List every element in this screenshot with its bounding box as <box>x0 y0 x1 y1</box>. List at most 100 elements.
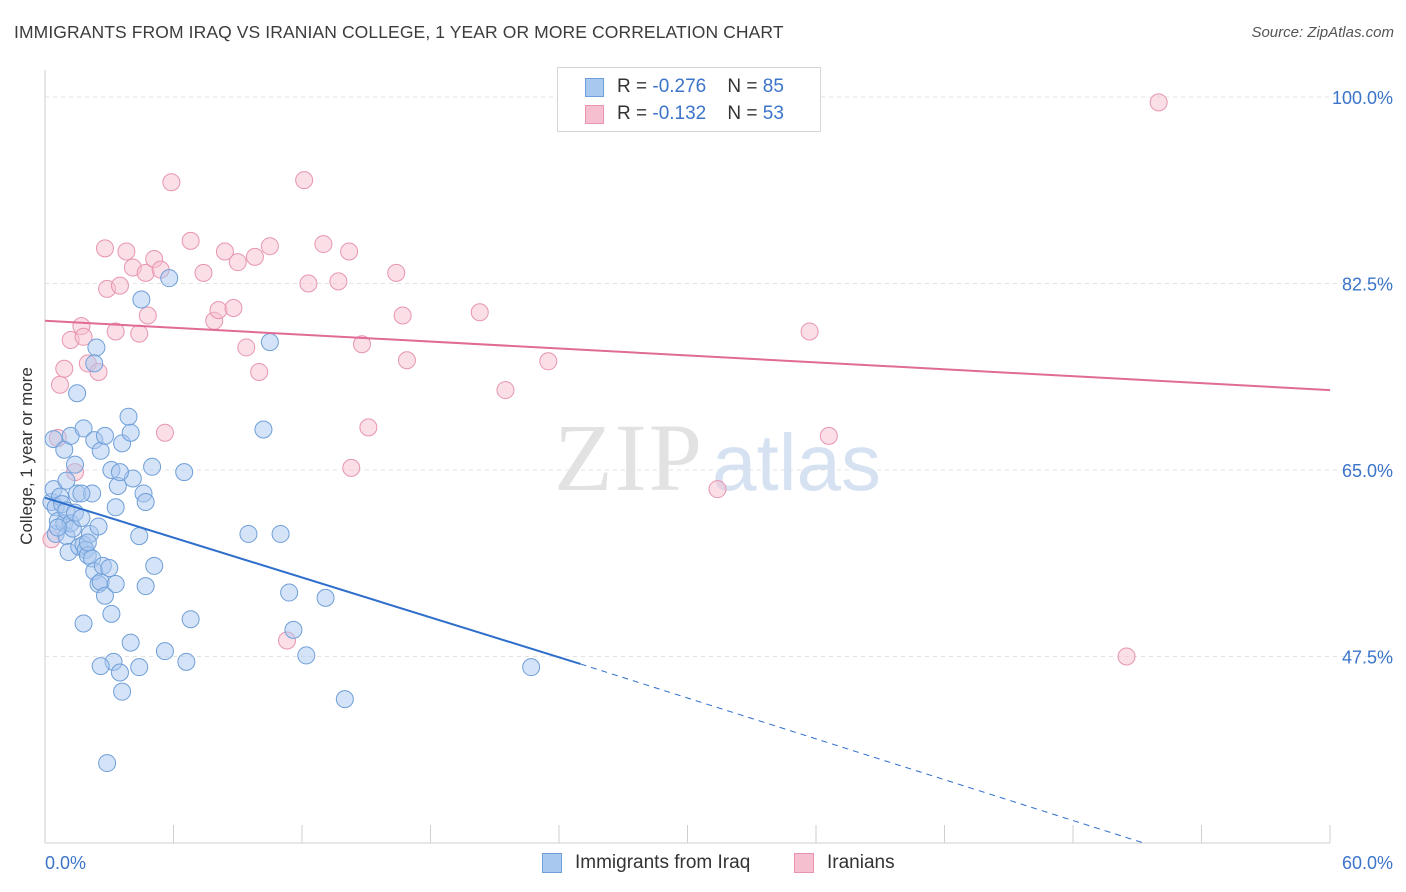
iraq-point <box>132 290 151 309</box>
iraq-point <box>239 524 258 543</box>
iranians-trend-line <box>44 319 1331 392</box>
iraq-point <box>72 508 91 527</box>
iraq-point <box>160 269 179 288</box>
watermark: ZIP atlas <box>554 404 881 511</box>
x-tick-labels: 0.0% 60.0% <box>45 853 1393 873</box>
iraq-point <box>106 498 125 517</box>
y-tick-label: 82.5% <box>1342 275 1393 295</box>
legend-r-label: R = <box>617 76 653 97</box>
iraq-trend-line <box>44 496 581 665</box>
iraq-point <box>522 658 541 677</box>
iraq-point <box>91 441 110 460</box>
legend-swatch-iraq <box>585 78 604 97</box>
iranians-point <box>387 263 406 282</box>
y-axis-label: College, 1 year or more <box>17 367 36 545</box>
iraq-point <box>72 484 91 503</box>
iraq-point <box>68 384 87 403</box>
axes <box>44 70 1331 844</box>
iranians-point <box>819 426 838 445</box>
iraq-point <box>260 333 279 352</box>
iranians-point <box>55 359 74 378</box>
iraq-point <box>106 575 125 594</box>
bottom-legend-label-iraq: Immigrants from Iraq <box>575 852 751 873</box>
iranians-point <box>138 306 157 325</box>
iranians-point <box>299 274 318 293</box>
iranians-point <box>340 242 359 261</box>
iranians-point <box>50 375 69 394</box>
iranians-point <box>106 322 125 341</box>
iranians-point <box>314 235 333 254</box>
watermark-atlas: atlas <box>712 418 881 507</box>
iranians-point <box>397 351 416 370</box>
iraq-point <box>57 471 76 490</box>
iraq-point <box>254 420 273 439</box>
iraq-point <box>130 527 149 546</box>
legend-row-iraq: R = -0.276 N = 85 <box>558 75 820 101</box>
iranians-point <box>1117 647 1136 666</box>
iraq-point <box>181 610 200 629</box>
iraq-point <box>297 646 316 665</box>
iranians-point <box>155 423 174 442</box>
iraq-point <box>280 583 299 602</box>
iraq-point <box>100 559 119 578</box>
iranians-point <box>393 306 412 325</box>
iraq-point <box>87 338 106 357</box>
iraq-points <box>42 269 541 773</box>
iranians-point <box>130 324 149 343</box>
iranians-point <box>295 171 314 190</box>
bottom-legend-swatch-iraq <box>542 853 562 873</box>
iraq-point <box>95 586 114 605</box>
iraq-point <box>89 517 108 536</box>
iranians-point <box>228 253 247 272</box>
iranians-point <box>162 173 181 192</box>
legend-n-value: 85 <box>762 76 784 97</box>
x-tick-label: 0.0% <box>45 853 86 873</box>
iraq-point <box>335 690 354 709</box>
iraq-point <box>110 463 129 482</box>
iraq-point <box>95 426 114 445</box>
legend-row-iranians: R = -0.132 N = 53 <box>558 102 820 128</box>
x-tick-label: 60.0% <box>1342 853 1393 873</box>
bottom-legend-swatch-iranians <box>794 853 814 873</box>
iranians-point <box>110 276 129 295</box>
iranians-point <box>800 322 819 341</box>
legend-n-label: N = <box>727 103 763 124</box>
iraq-point <box>98 754 117 773</box>
bottom-legend-label-iranians: Iranians <box>827 852 895 873</box>
iranians-point <box>260 237 279 256</box>
iranians-point <box>194 263 213 282</box>
iraq-point <box>85 354 104 373</box>
legend-n-value: 53 <box>762 103 784 124</box>
iraq-point <box>48 518 67 537</box>
iranians-point <box>539 352 558 371</box>
iraq-point <box>110 663 129 682</box>
iraq-point <box>78 533 97 552</box>
correlation-legend: R = -0.276 N = 85 R = -0.132 N = 53 <box>557 67 821 132</box>
iraq-point <box>65 455 84 474</box>
iranians-point <box>215 242 234 261</box>
trend-lines <box>44 319 1331 844</box>
gridlines <box>45 96 1392 657</box>
iraq-point <box>143 457 162 476</box>
iraq-point <box>119 407 138 426</box>
iranians-point <box>237 338 256 357</box>
iraq-point <box>121 423 140 442</box>
iranians-point <box>352 335 371 354</box>
iraq-point <box>136 577 155 596</box>
iranians-point <box>224 299 243 318</box>
y-tick-label: 65.0% <box>1342 461 1393 481</box>
iranians-point <box>74 327 93 346</box>
iraq-point <box>74 614 93 633</box>
iraq-point <box>284 620 303 639</box>
iranians-point <box>209 301 228 320</box>
iraq-point <box>130 658 149 677</box>
iraq-point <box>271 524 290 543</box>
iraq-point <box>136 492 155 511</box>
iranians-point <box>342 458 361 477</box>
legend-r-label: R = <box>617 103 653 124</box>
iranians-point <box>708 480 727 499</box>
y-tick-label: 100.0% <box>1332 88 1393 108</box>
iraq-point <box>44 430 63 449</box>
iraq-point <box>74 419 93 438</box>
